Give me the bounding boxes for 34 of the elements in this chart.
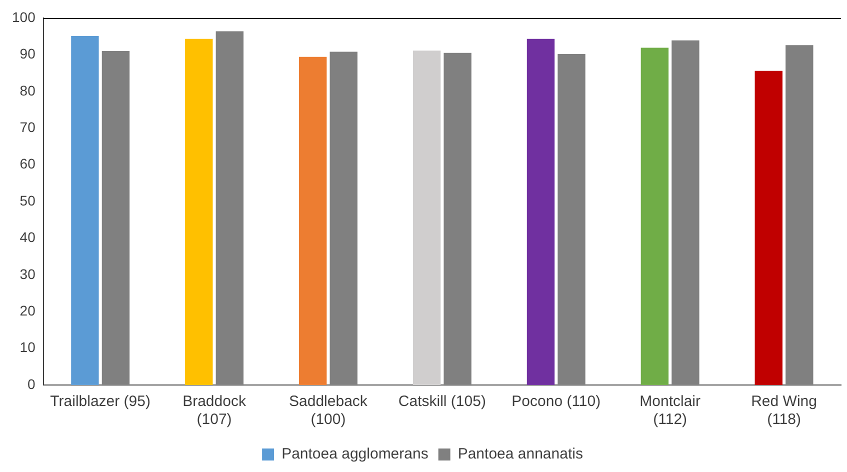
bar: [640, 48, 669, 385]
bar: [102, 51, 130, 385]
x-tick-label: Braddock (107): [182, 393, 246, 428]
x-tick-label: Pocono (110): [512, 393, 601, 410]
bar: [330, 52, 358, 385]
y-tick-label: 40: [20, 229, 36, 246]
bar: [71, 36, 99, 385]
legend-label: Pantoea annanatis: [458, 446, 583, 463]
y-tick-label: 20: [20, 302, 36, 318]
y-tick-label: 0: [28, 376, 36, 392]
x-tick-label: Catskill (105): [398, 393, 486, 410]
y-tick-label: 50: [20, 192, 36, 208]
y-tick-label: 100: [12, 8, 36, 25]
y-tick-label: 10: [20, 339, 36, 356]
x-tick-label: Saddleback (100): [289, 393, 368, 428]
bar: [412, 50, 441, 385]
bar: [672, 40, 700, 385]
bar: [185, 38, 213, 385]
bar: [754, 70, 782, 385]
y-tick-label: 30: [20, 266, 36, 282]
bar: [558, 54, 586, 385]
bar: [216, 31, 244, 385]
y-tick-label: 70: [20, 118, 36, 135]
bar: [786, 45, 814, 385]
legend-label: Pantoea agglomerans: [282, 446, 428, 463]
x-tick-label: Trailblazer (95): [50, 393, 150, 410]
y-tick-label: 80: [20, 82, 36, 98]
x-tick-label: Red Wing (118): [751, 393, 817, 428]
bar: [526, 38, 555, 385]
x-tick-label: Montclair (112): [640, 393, 701, 428]
bar: [444, 52, 472, 385]
y-tick-label: 60: [20, 156, 36, 172]
y-tick-label: 90: [20, 46, 36, 62]
bar: [299, 56, 327, 385]
